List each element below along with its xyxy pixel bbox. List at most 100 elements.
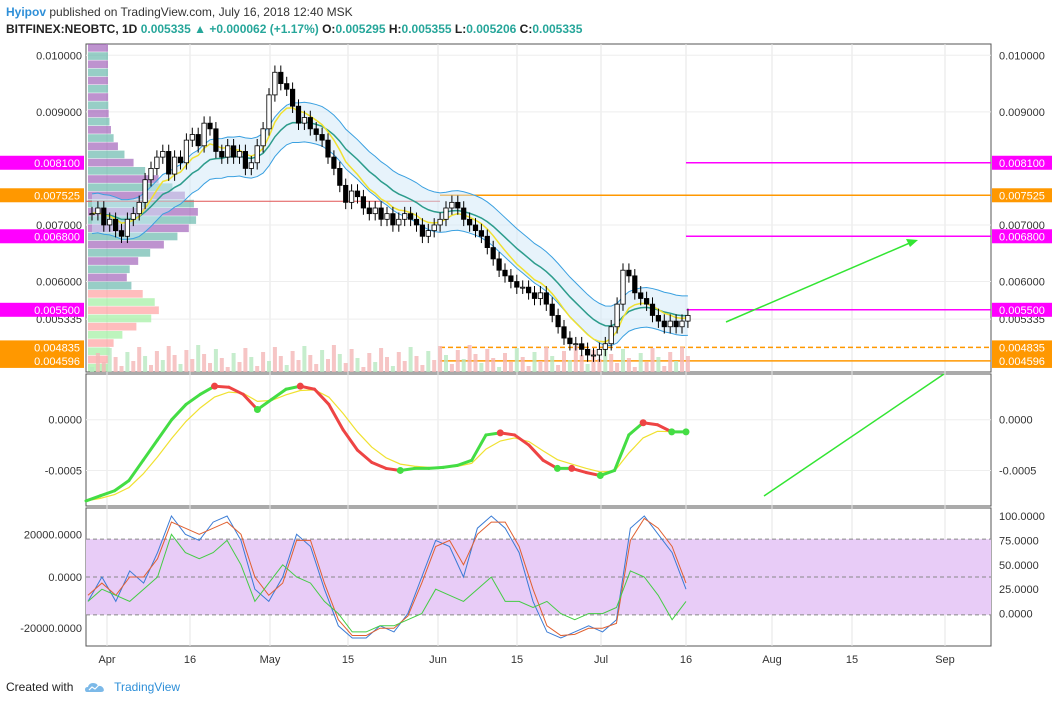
price-tick-left: 0.009000 xyxy=(36,107,82,119)
candle xyxy=(319,134,325,141)
volume-bar xyxy=(101,362,106,372)
candle xyxy=(602,343,608,350)
candle xyxy=(596,348,603,356)
osc-segment xyxy=(498,431,517,437)
volume-bar xyxy=(154,351,159,372)
volume-bar xyxy=(567,360,572,372)
price-tick-left: 0.005335 xyxy=(36,314,82,326)
osc-segment xyxy=(355,448,374,464)
volume-bar xyxy=(668,352,673,372)
candle xyxy=(620,269,626,305)
stoch-line-2 xyxy=(87,533,687,633)
stochastic-panel[interactable] xyxy=(86,514,991,639)
volume-bar xyxy=(455,350,460,372)
candle xyxy=(113,218,119,232)
band-fill xyxy=(92,102,688,346)
volume-bar xyxy=(573,346,578,372)
candle xyxy=(177,156,184,164)
volume-profile-bar xyxy=(88,265,130,274)
volume-bar xyxy=(662,366,667,372)
volume-bar xyxy=(538,361,543,372)
candle xyxy=(585,348,591,356)
x-tick-label: 15 xyxy=(511,654,523,666)
x-tick-label: Jun xyxy=(429,654,447,666)
candle xyxy=(472,224,479,232)
candle xyxy=(520,286,526,289)
volume-profile-bar xyxy=(88,240,164,249)
candle xyxy=(148,168,154,181)
volume-bar xyxy=(296,360,301,372)
candle xyxy=(118,230,125,237)
trend-arrow xyxy=(763,373,945,497)
level-tag-right xyxy=(992,340,1052,355)
tradingview-brand[interactable]: TradingView xyxy=(114,680,181,694)
candle xyxy=(667,320,673,328)
osc-segment xyxy=(570,466,588,474)
candle xyxy=(266,94,272,130)
candle xyxy=(590,354,597,357)
level-tag-right xyxy=(992,229,1052,244)
author-name[interactable]: Hyipov xyxy=(6,5,47,19)
volume-bar xyxy=(355,358,360,372)
volume-profile-bar xyxy=(88,134,114,142)
candle xyxy=(325,139,331,158)
volume-bar xyxy=(508,362,513,372)
candle xyxy=(166,151,172,175)
volume-bar xyxy=(680,347,684,372)
x-tick-label: May xyxy=(260,654,281,666)
volume-profile-bar xyxy=(88,257,139,265)
level-tag-left-text: 0.007525 xyxy=(34,190,80,202)
volume-profile-bar xyxy=(88,183,173,192)
osc-segment xyxy=(470,433,488,462)
volume-bar xyxy=(621,349,625,372)
volume-bar xyxy=(461,359,466,372)
volume-bar xyxy=(196,345,201,372)
volume-bar xyxy=(225,367,230,372)
candle xyxy=(567,337,573,345)
volume-profile-bar xyxy=(88,142,118,151)
level-tag-left-text: 0.004596 xyxy=(34,356,80,368)
candle xyxy=(154,156,160,169)
candle xyxy=(278,71,284,84)
volume-bar xyxy=(166,346,171,372)
volume-bar xyxy=(131,361,136,372)
candle xyxy=(331,156,337,169)
volume-bar xyxy=(491,358,496,372)
candle xyxy=(526,286,532,294)
volume-bar xyxy=(473,354,478,372)
level-tag-right-text: 0.008100 xyxy=(999,158,1045,170)
price-panel[interactable] xyxy=(86,44,991,372)
candle xyxy=(313,128,319,135)
candle xyxy=(437,218,443,226)
volume-bar xyxy=(320,350,325,372)
level-tag-left-text: 0.005500 xyxy=(34,305,80,317)
osc-segment xyxy=(170,402,188,422)
volume-bar xyxy=(402,361,407,372)
osc-segment xyxy=(213,384,231,389)
volume-bar xyxy=(184,350,189,372)
oscillator-panel[interactable] xyxy=(84,373,945,503)
candle xyxy=(478,230,485,237)
volume-bar xyxy=(308,355,313,372)
close-value: 0.005335 xyxy=(532,22,583,36)
osc-segment xyxy=(270,387,288,401)
candle xyxy=(284,83,290,90)
x-tick-label: Sep xyxy=(935,654,955,666)
level-tag-right-text: 0.004596 xyxy=(999,356,1045,368)
volume-bar xyxy=(208,363,212,372)
open-label: O: xyxy=(322,22,336,36)
volume-profile-bar xyxy=(88,52,109,60)
osc-cross-dot xyxy=(682,428,690,436)
candle xyxy=(632,275,638,294)
volume-bar xyxy=(290,351,295,372)
candle xyxy=(142,179,148,203)
price-tick-right: 0.007000 xyxy=(999,220,1045,232)
arrow-head-icon xyxy=(906,239,918,247)
stoch-tick-left: -20000.0000 xyxy=(20,623,82,635)
candle xyxy=(183,139,189,164)
level-tag-left xyxy=(0,229,84,244)
volume-bar xyxy=(638,353,643,372)
candle xyxy=(201,122,207,147)
volume-bar xyxy=(396,352,401,372)
